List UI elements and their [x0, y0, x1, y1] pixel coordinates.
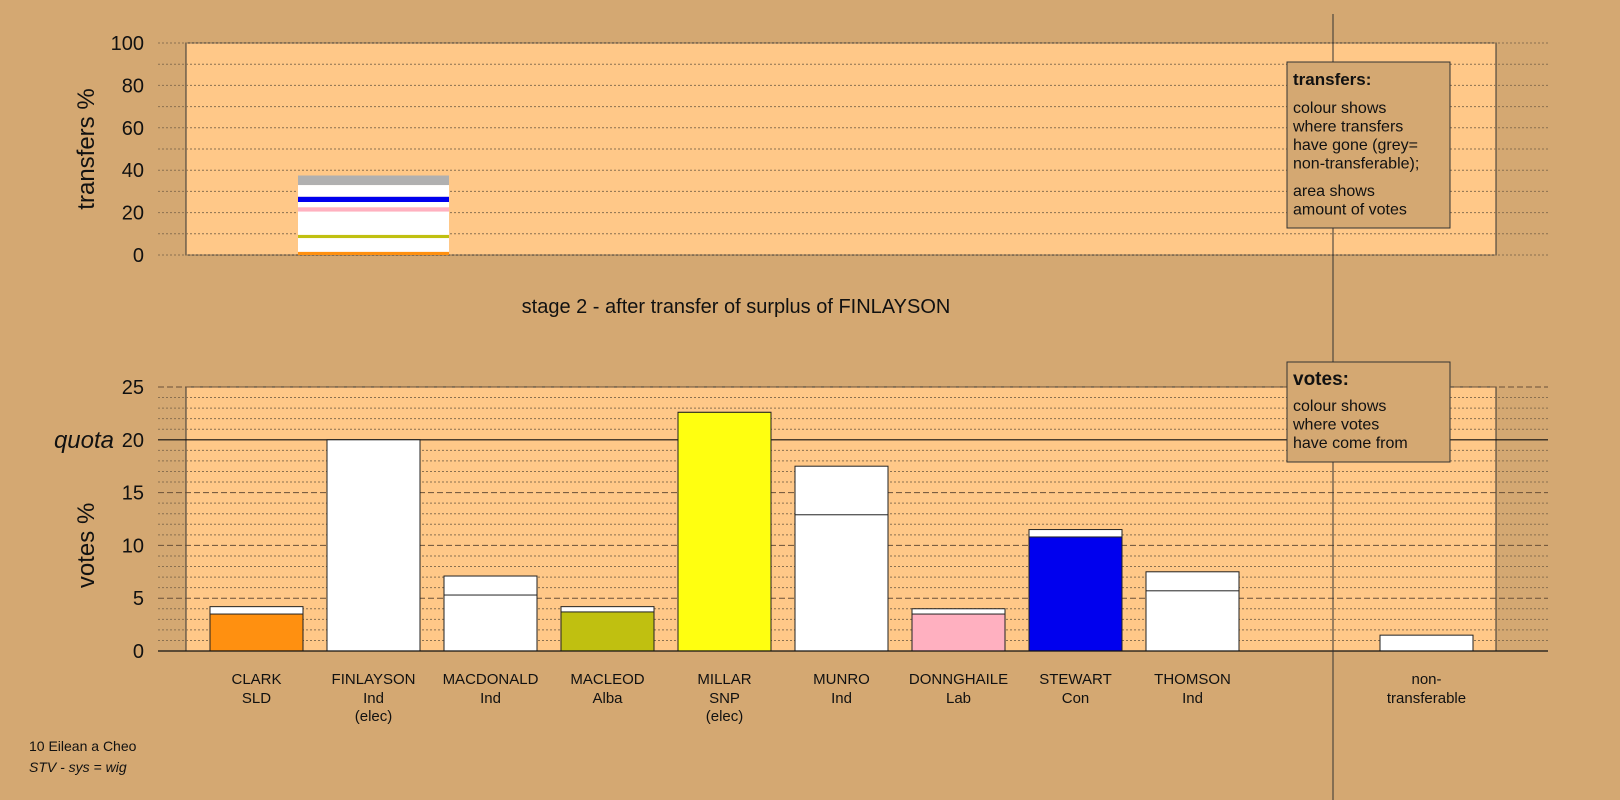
candidate-party: SNP [709, 690, 740, 707]
votes-legend-line: have come from [1293, 435, 1408, 452]
transfer-segment [298, 207, 449, 212]
candidate-party: Ind [480, 690, 501, 707]
stage-title: stage 2 - after transfer of surplus of F… [522, 296, 951, 318]
votes-y-tick: 20 [122, 430, 144, 452]
candidate-bar-first [209, 613, 304, 652]
transfers-legend-line: amount of votes [1293, 202, 1407, 219]
candidate-party: SLD [242, 690, 271, 707]
candidate-name: MUNRO [813, 671, 870, 688]
transfers-legend-box [1286, 61, 1451, 229]
votes-y-tick: 5 [133, 588, 144, 610]
candidate-name: THOMSON [1154, 671, 1231, 688]
candidate-name: CLARK [231, 671, 281, 688]
nontransferable-label-2: transferable [1387, 690, 1466, 707]
transfers-legend-line: area shows [1293, 183, 1375, 200]
transfer-segment [298, 202, 449, 208]
transfer-segment [298, 234, 449, 239]
candidate-name: STEWART [1039, 671, 1112, 688]
votes-legend-line: colour shows [1293, 398, 1386, 415]
candidate-name: DONNGHAILE [909, 671, 1008, 688]
transfers-legend-line: non-transferable); [1293, 156, 1419, 173]
candidate-party: Lab [946, 690, 971, 707]
transfers-y-tick: 40 [122, 160, 144, 182]
transfers-legend-line: where transfers [1292, 119, 1403, 136]
votes-y-tick: 25 [122, 377, 144, 399]
candidate-elected: (elec) [355, 708, 393, 725]
candidate-party: Alba [592, 690, 623, 707]
candidate-party: Con [1062, 690, 1090, 707]
candidate-bar-first [794, 514, 889, 652]
candidate-name: MACLEOD [570, 671, 644, 688]
candidate-name: FINLAYSON [332, 671, 416, 688]
transfer-segment [298, 175, 449, 186]
transfers-y-axis-label: transfers % [73, 88, 100, 209]
transfers-y-tick: 60 [122, 118, 144, 140]
transfer-segment [298, 238, 449, 252]
ward-label: 10 Eilean a Cheo [29, 738, 137, 754]
transfer-segment [298, 185, 449, 197]
candidate-bar-first [326, 439, 421, 652]
nontransferable-label-1: non- [1411, 671, 1441, 688]
transfer-segment [298, 211, 449, 235]
votes-legend-line: where votes [1292, 417, 1379, 434]
candidate-party: Ind [1182, 690, 1203, 707]
transfers-legend-line: colour shows [1293, 100, 1386, 117]
candidate-name: MILLAR [697, 671, 751, 688]
transfers-legend-line: have gone (grey= [1293, 137, 1418, 154]
transfers-legend-title: transfers: [1293, 70, 1371, 89]
candidate-bar-first [1028, 536, 1123, 652]
votes-legend-box [1286, 361, 1451, 463]
votes-legend-title: votes: [1293, 369, 1349, 390]
transfers-y-tick: 20 [122, 203, 144, 225]
votes-y-axis-label: votes % [73, 503, 100, 588]
transfers-y-tick: 80 [122, 75, 144, 97]
candidate-elected: (elec) [706, 708, 744, 725]
transfer-segment [298, 196, 449, 202]
transfers-y-tick: 100 [111, 33, 144, 55]
transfer-segment [298, 251, 449, 255]
transfers-y-tick: 0 [133, 245, 144, 267]
candidate-bar-first [911, 613, 1006, 652]
candidate-party: Ind [831, 690, 852, 707]
candidate-bar-first [443, 594, 538, 652]
candidate-bar-first [560, 611, 655, 652]
votes-y-tick: 10 [122, 535, 144, 557]
quota-label: quota [54, 427, 114, 454]
nontransferable-bar [1379, 634, 1474, 652]
candidate-bar-first [1145, 590, 1240, 652]
candidate-name: MACDONALD [443, 671, 539, 688]
candidate-party: Ind [363, 690, 384, 707]
votes-y-tick: 15 [122, 483, 144, 505]
votes-y-tick: 0 [133, 641, 144, 663]
candidate-bar-first [677, 411, 772, 652]
system-label: STV - sys = wig [29, 759, 127, 775]
